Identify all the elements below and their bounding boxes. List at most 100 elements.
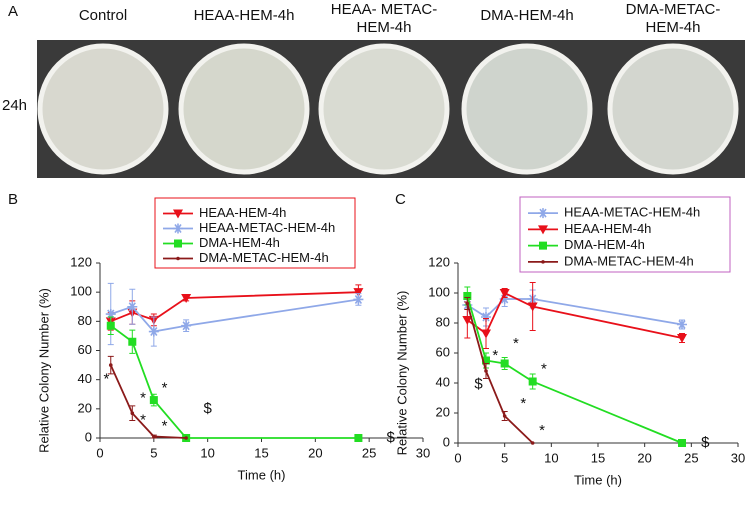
marker — [184, 436, 188, 440]
y-tick-label: 40 — [78, 371, 92, 386]
marker — [130, 411, 135, 416]
y-tick-label: 120 — [428, 254, 450, 269]
series-line — [466, 291, 683, 339]
annotation: * — [162, 379, 168, 396]
annotation: * — [140, 390, 146, 407]
x-tick-label: 30 — [416, 445, 430, 460]
series-line — [110, 298, 359, 333]
marker — [677, 334, 687, 343]
marker — [149, 396, 158, 405]
marker — [127, 301, 138, 312]
marker — [499, 289, 510, 298]
x-tick-label: 10 — [200, 445, 214, 460]
annotation: * — [520, 395, 526, 412]
marker — [108, 363, 113, 367]
y-tick-label: 60 — [78, 342, 92, 357]
legend-label: DMA-METAC-HEM-4h — [564, 253, 694, 268]
marker — [181, 320, 192, 331]
x-tick-label: 15 — [254, 445, 268, 460]
y-tick-label: 80 — [436, 314, 450, 329]
series-line — [109, 364, 187, 439]
annotation: * — [539, 422, 545, 439]
marker — [105, 309, 116, 320]
legend-marker — [173, 209, 183, 219]
plate — [318, 43, 450, 175]
plates — [37, 43, 739, 175]
marker — [354, 434, 363, 442]
plate-label: Control — [79, 7, 127, 24]
y-tick-label: 20 — [436, 404, 450, 419]
plate-label: HEAA- METAC- — [331, 1, 437, 18]
plate — [37, 43, 169, 175]
x-tick-label: 20 — [637, 450, 651, 465]
marker — [481, 329, 491, 339]
legend-marker — [538, 208, 548, 219]
y-axis-label: Relative Colony Number (%) — [394, 291, 409, 456]
annotation: $ — [701, 434, 710, 451]
marker — [482, 356, 490, 365]
x-tick-label: 20 — [308, 445, 322, 460]
annotation: * — [513, 335, 519, 352]
plate-label: HEM-4h — [645, 19, 700, 36]
legend-label: HEAA-METAC-HEM-4h — [199, 220, 335, 235]
marker — [152, 434, 156, 439]
marker — [181, 294, 192, 303]
legend-box — [519, 196, 731, 273]
marker — [106, 321, 115, 330]
marker — [527, 302, 538, 312]
marker — [484, 369, 488, 373]
y-tick-label: 120 — [70, 254, 92, 269]
y-tick-label: 40 — [436, 374, 450, 389]
y-tick-label: 100 — [70, 284, 92, 299]
series-line — [110, 324, 359, 439]
x-tick-label: 0 — [96, 445, 103, 460]
annotation: $ — [474, 375, 483, 392]
annotation: $ — [387, 429, 396, 446]
series-line — [466, 303, 534, 444]
legend-label: HEAA-METAC-HEM-4h — [564, 205, 700, 220]
y-tick-label: 0 — [85, 429, 92, 444]
legend-marker — [539, 241, 547, 250]
x-tick-label: 25 — [362, 445, 376, 460]
annotation: * — [140, 411, 146, 428]
legend-label: HEAA-HEM-4h — [199, 205, 286, 220]
marker — [353, 294, 364, 305]
y-tick-label: 20 — [78, 400, 92, 415]
marker — [128, 337, 137, 346]
annotation: * — [162, 417, 168, 434]
marker — [499, 294, 510, 304]
x-tick-label: 25 — [684, 450, 698, 465]
legend-box — [154, 197, 356, 269]
plate-label: DMA-HEM-4h — [480, 7, 573, 24]
plate-label: DMA-METAC- — [626, 1, 721, 18]
marker — [465, 301, 470, 306]
x-tick-label: 10 — [544, 450, 558, 465]
annotation: * — [104, 371, 110, 388]
marker — [353, 288, 364, 298]
legend-label: DMA-HEM-4h — [199, 235, 280, 250]
x-tick-label: 5 — [150, 445, 157, 460]
x-tick-label: 0 — [454, 450, 461, 465]
marker — [678, 439, 686, 447]
panel-label: C — [395, 191, 406, 208]
plate-label: HEM-4h — [356, 19, 411, 36]
panel-label: A — [8, 3, 18, 20]
plate — [461, 43, 593, 175]
x-axis-label: Time (h) — [574, 472, 622, 487]
marker — [148, 326, 159, 337]
series-line — [466, 295, 683, 444]
legend-label: DMA-METAC-HEM-4h — [199, 250, 329, 265]
x-tick-label: 5 — [501, 450, 508, 465]
legend-label: HEAA-HEM-4h — [564, 221, 651, 236]
x-tick-label: 30 — [731, 450, 745, 465]
legend-marker — [173, 223, 183, 234]
legend-label: DMA-HEM-4h — [564, 237, 645, 252]
legend-marker — [176, 256, 180, 261]
marker — [530, 441, 535, 445]
marker — [677, 319, 687, 330]
y-tick-label: 60 — [436, 344, 450, 359]
plate-label: HEAA-HEM-4h — [194, 7, 295, 24]
panel-label: B — [8, 191, 18, 208]
marker — [481, 312, 491, 322]
